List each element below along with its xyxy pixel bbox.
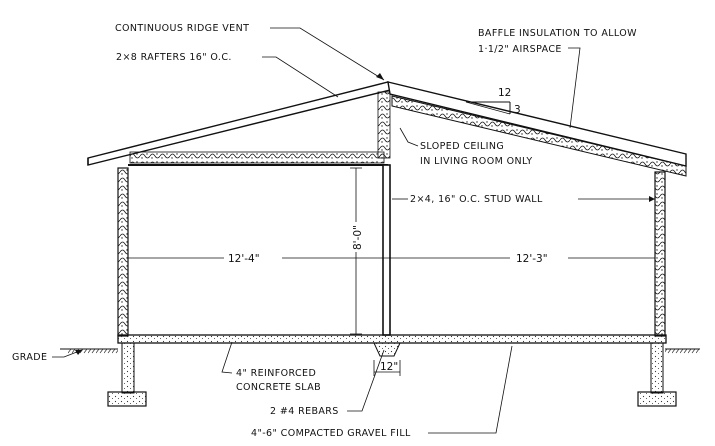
grade-label: GRADE bbox=[12, 352, 47, 363]
rafters-label: 2×8 RAFTERS 16" O.C. bbox=[116, 52, 232, 63]
concrete-slab bbox=[117, 334, 667, 344]
left-span-label: 12'-4" bbox=[228, 253, 260, 265]
left-footing bbox=[107, 342, 147, 407]
rebars-label: 2 #4 REBARS bbox=[270, 406, 339, 417]
ridge-insulation bbox=[377, 91, 391, 159]
footing-width-dimension: 12" bbox=[373, 360, 401, 376]
slab-label-line1: 4" REINFORCED bbox=[236, 368, 316, 379]
left-exterior-wall bbox=[117, 167, 129, 337]
svg-text:12: 12 bbox=[498, 87, 511, 99]
ceiling-insulation bbox=[129, 151, 385, 164]
interior-footing bbox=[373, 342, 401, 357]
right-roof bbox=[387, 81, 687, 177]
sloped-ceiling-label-line1: SLOPED CEILING bbox=[420, 141, 504, 152]
slab-label-line2: CONCRETE SLAB bbox=[236, 382, 321, 393]
ridge-vent-label: CONTINUOUS RIDGE VENT bbox=[115, 23, 249, 34]
baffle-label-line2: 1·1/2" AIRSPACE bbox=[478, 44, 562, 55]
baffle-label-line1: BAFFLE INSULATION TO ALLOW bbox=[478, 28, 637, 39]
sloped-ceiling-label-line2: IN LIVING ROOM ONLY bbox=[420, 156, 533, 167]
gravel-label: 4"-6" COMPACTED GRAVEL FILL bbox=[251, 428, 411, 439]
right-exterior-wall bbox=[654, 171, 666, 337]
interior-stud-wall bbox=[382, 164, 391, 336]
right-span-label: 12'-3" bbox=[516, 253, 548, 265]
right-footing bbox=[637, 342, 677, 407]
svg-text:12": 12" bbox=[380, 361, 398, 373]
leader-lines bbox=[52, 27, 581, 434]
stud-wall-label: 2×4, 16" O.C. STUD WALL bbox=[410, 194, 543, 205]
height-label: 8'-0" bbox=[352, 225, 364, 250]
height-dimension: 8'-0" bbox=[350, 167, 364, 335]
slope-indicator: 12 3 bbox=[465, 87, 521, 116]
svg-text:3: 3 bbox=[514, 104, 521, 116]
